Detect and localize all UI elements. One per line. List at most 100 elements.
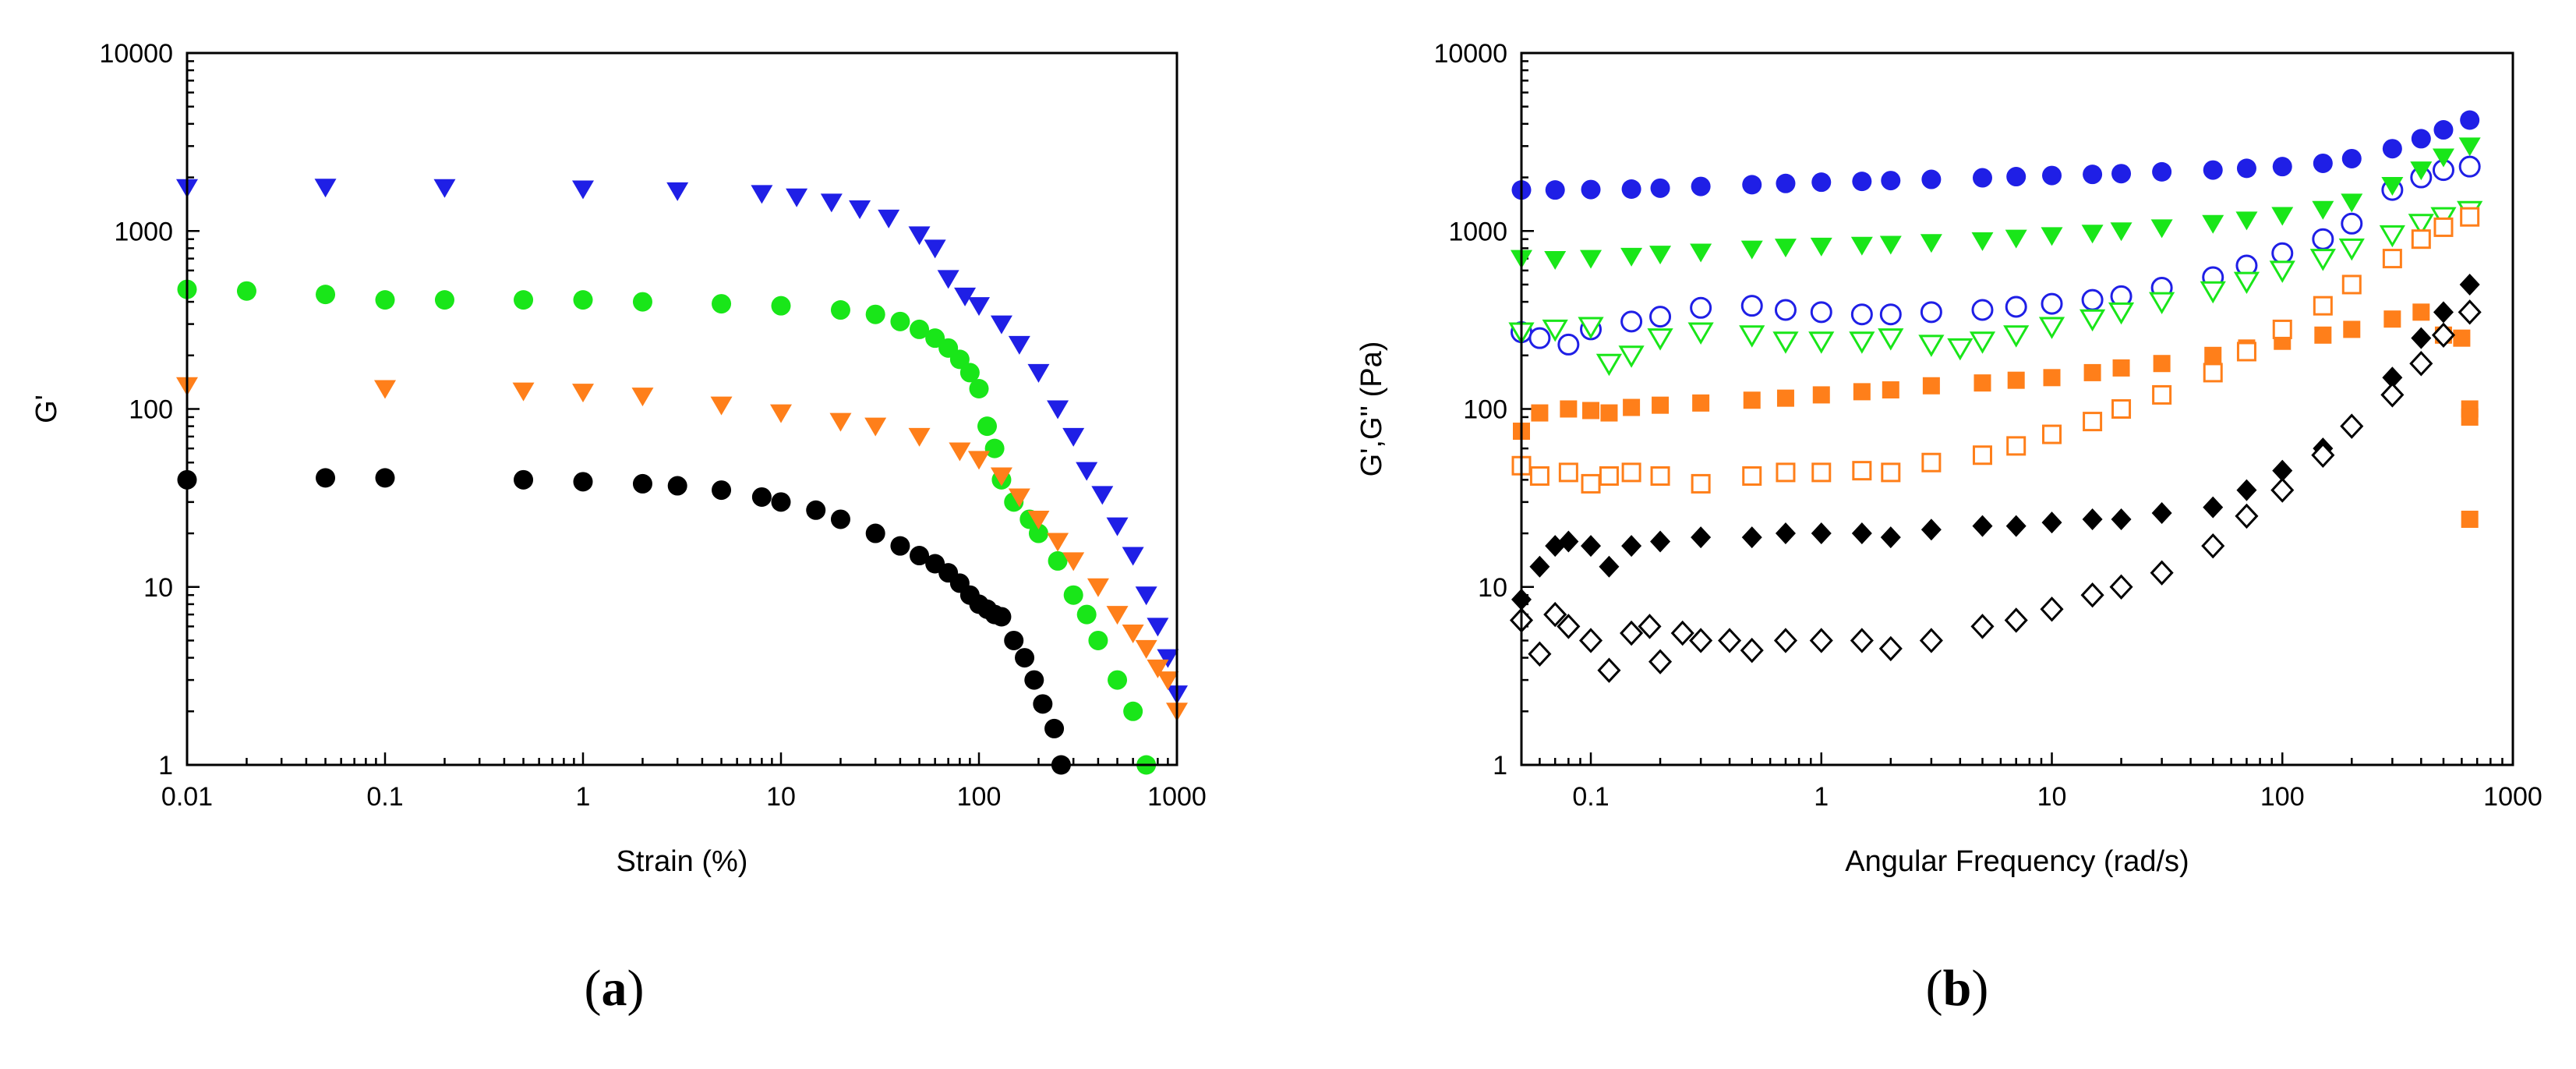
chart-a-point-green (830, 300, 850, 320)
chart-b-point-blue-open-circles (2041, 292, 2063, 315)
chart-b-point-blue-filled-circles (2341, 148, 2362, 168)
chart-a-point-black (1033, 694, 1053, 714)
chart-a-point-orange (1157, 671, 1179, 691)
chart-a-point-green (1048, 550, 1068, 571)
chart-a-point-blue (908, 226, 931, 246)
chart-b-point-black-open-diamonds (2201, 533, 2225, 559)
chart-a-point-blue (666, 182, 689, 201)
chart-b-point-black-filled-diamonds (1650, 530, 1671, 553)
chart-b-point-green-filled-triangles (2041, 227, 2063, 246)
chart-b-point-orange-filled-squares (1692, 394, 1710, 412)
chart-a-point-blue (1135, 586, 1157, 606)
chart-b-point-black-filled-diamonds (2151, 502, 2172, 525)
chart-a-y-tick-label: 1 (158, 751, 173, 781)
chart-a-point-green (1063, 585, 1083, 605)
chart-a-point-blue (1076, 462, 1098, 481)
chart-b-point-orange-filled-squares (2153, 355, 2171, 373)
chart-a-point-green (890, 311, 910, 331)
chart-a-series-orange (176, 377, 1188, 722)
chart-a-point-green (959, 363, 980, 383)
chart-a-point-blue (990, 315, 1012, 335)
chart-b-x-tick-label: 0.1 (1572, 782, 1609, 812)
chart-a-point-black (830, 509, 850, 529)
chart-a-point-blue (1157, 649, 1179, 668)
chart-a-point-blue (1062, 427, 1085, 447)
chart-b-point-green-open-triangles (1947, 338, 1974, 361)
chart-b-point-orange-open-squares (2272, 319, 2292, 339)
chart-b-point-orange-open-squares (2006, 436, 2027, 456)
chart-b-point-orange-open-squares (2042, 424, 2062, 444)
panel-a-label: (a) (585, 959, 645, 1018)
chart-a-point-blue (751, 185, 773, 204)
chart-a-point-orange (1062, 552, 1085, 572)
chart-b-point-orange-filled-squares (1652, 396, 1670, 414)
chart-a-point-green (771, 296, 791, 316)
chart-a-point-green (949, 349, 970, 370)
chart-a-point-blue (314, 179, 337, 198)
chart-b-point-green-open-triangles (1772, 331, 1799, 354)
panel-a-close: ) (627, 960, 645, 1017)
chart-b-point-green-filled-triangles (1920, 234, 1942, 253)
chart-b-series-black-open-diamonds (1509, 299, 2482, 683)
chart-b-point-black-filled-diamonds (1851, 522, 1872, 545)
chart-b-point-black-open-diamonds (1557, 614, 1581, 639)
chart-b-point-black-filled-diamonds (2382, 366, 2403, 389)
chart-b-point-black-open-diamonds (1773, 628, 1798, 653)
chart-a-point-orange (512, 382, 535, 402)
chart-a-point-green (434, 290, 454, 310)
chart-a: 0.01 0.1 1 10 100 1000 1 10 100 1000 10000 Strain (… (30, 39, 1207, 878)
chart-b-point-blue-open-circles (1920, 301, 1942, 324)
chart-b-point-blue-filled-circles (1650, 178, 1670, 198)
chart-b-point-orange-filled-squares (1812, 386, 1830, 404)
chart-b-point-green-open-triangles (1578, 317, 1604, 339)
chart-b-point-green-open-triangles (2200, 281, 2226, 304)
chart-a-point-orange (949, 442, 971, 462)
chart-b-point-black-filled-diamonds (1811, 522, 1832, 545)
chart-b-point-green-filled-triangles (1649, 246, 1672, 265)
chart-b-point-black-filled-diamonds (1741, 526, 1762, 549)
chart-b-plot-frame (1520, 51, 2514, 766)
chart-b-point-orange-open-squares (1650, 465, 1670, 486)
chart-b-point-black-open-diamonds (1620, 620, 1644, 646)
chart-b-x-tick-label: 10 (2037, 782, 2067, 812)
chart-b-point-green-open-triangles (2233, 271, 2260, 295)
chart-b-point-black-filled-diamonds (2433, 301, 2454, 324)
chart-b-y-tick-label: 1000 (1448, 217, 1507, 246)
chart-b-point-green-filled-triangles (2202, 214, 2224, 234)
chart-b-point-black-open-diamonds (2458, 299, 2482, 325)
chart-b-point-blue-open-circles (1810, 301, 1832, 324)
chart-b-point-black-open-diamonds (2080, 582, 2104, 608)
chart-b-point-orange-filled-squares (2007, 371, 2025, 389)
chart-b-point-green-filled-triangles (1740, 240, 1763, 260)
chart-b-point-orange-filled-squares (1743, 391, 1761, 409)
chart-b-point-orange-open-squares (1581, 473, 1601, 494)
chart-b-point-orange-open-squares (2460, 207, 2480, 227)
chart-a-point-black (573, 472, 593, 492)
chart-a-point-black (910, 546, 930, 566)
chart-b-y-tick-label: 10000 (1433, 39, 1507, 69)
chart-b-point-green-open-triangles (2149, 292, 2175, 315)
chart-a-point-green (984, 438, 1005, 458)
chart-b-point-green-filled-triangles (2005, 229, 2027, 249)
chart-b-point-green-filled-triangles (2110, 222, 2133, 242)
chart-b-point-black-open-diamonds (1718, 628, 1742, 653)
chart-b-point-black-open-diamonds (1850, 628, 1874, 653)
chart-b-point-black-filled-diamonds (2272, 459, 2293, 482)
chart-b-point-green-filled-triangles (1690, 243, 1712, 263)
chart-b-point-green-open-triangles (1918, 335, 1945, 357)
chart-a-point-blue (1122, 547, 1144, 566)
chart-b-point-black-filled-diamonds (1529, 555, 1550, 578)
chart-b-point-orange-open-squares (2341, 274, 2362, 295)
chart-b-series-green-open-triangles (1508, 200, 2483, 377)
chart-b-point-blue-open-circles (2458, 155, 2481, 178)
chart-a-point-green (514, 290, 534, 310)
chart-b-point-blue-open-circles (1690, 296, 1712, 319)
chart-b-point-black-filled-diamonds (2082, 508, 2103, 530)
chart-b-point-blue-filled-circles (2460, 110, 2480, 130)
chart-b-point-orange-open-squares (2236, 342, 2256, 362)
chart-b-point-black-filled-diamonds (1972, 515, 1993, 537)
chart-a-point-orange (770, 404, 792, 423)
chart-a-point-black (632, 473, 652, 494)
chart-b-point-black-open-diamonds (1638, 614, 1662, 639)
chart-b-point-green-filled-triangles (2410, 161, 2433, 181)
